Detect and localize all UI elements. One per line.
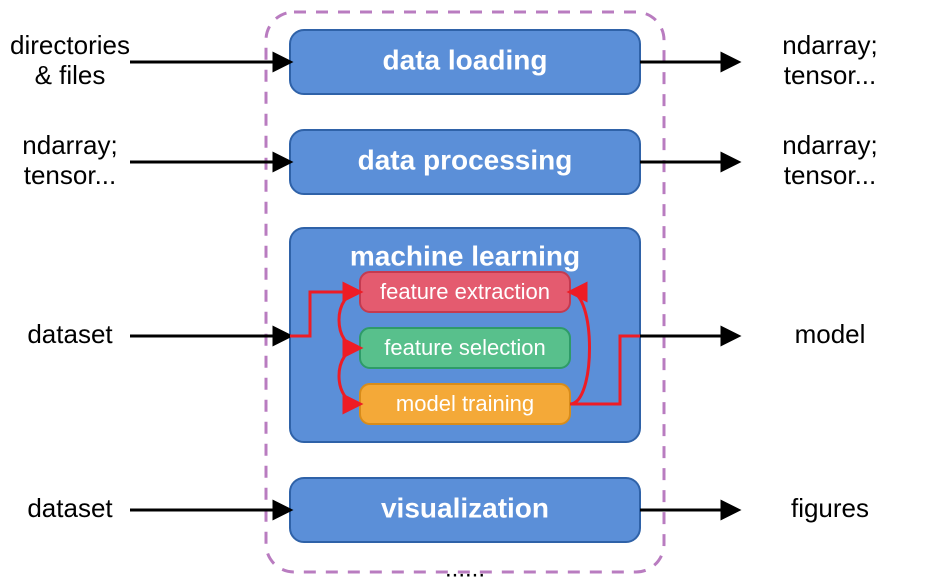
input-label-data-loading-line: & files [35, 60, 106, 90]
input-label-data-processing-line: ndarray; [22, 130, 117, 160]
input-label-data-loading-line: directories [10, 30, 130, 60]
output-label-visualization-line: figures [791, 493, 869, 523]
ellipsis: ...... [445, 555, 485, 582]
input-label-visualization: dataset [27, 493, 113, 523]
substage-label-feature-extraction: feature extraction [380, 279, 550, 304]
stage-label-data-processing: data processing [358, 144, 573, 175]
output-label-machine-learning: model [795, 319, 866, 349]
substage-label-feature-selection: feature selection [384, 335, 545, 360]
output-label-data-loading-line: ndarray; [782, 30, 877, 60]
input-label-data-loading: directories& files [10, 30, 130, 90]
stage-label-visualization: visualization [381, 492, 549, 523]
output-label-data-processing-line: ndarray; [782, 130, 877, 160]
input-label-machine-learning: dataset [27, 319, 113, 349]
stage-label-machine-learning: machine learning [350, 240, 580, 271]
input-label-data-processing: ndarray;tensor... [22, 130, 117, 190]
output-label-data-loading-line: tensor... [784, 60, 877, 90]
output-label-machine-learning-line: model [795, 319, 866, 349]
output-label-data-processing-line: tensor... [784, 160, 877, 190]
stage-label-data-loading: data loading [383, 44, 548, 75]
output-label-visualization: figures [791, 493, 869, 523]
output-label-data-processing: ndarray;tensor... [782, 130, 877, 190]
input-label-visualization-line: dataset [27, 493, 113, 523]
output-label-data-loading: ndarray;tensor... [782, 30, 877, 90]
input-label-data-processing-line: tensor... [24, 160, 117, 190]
input-label-machine-learning-line: dataset [27, 319, 113, 349]
substage-label-model-training: model training [396, 391, 534, 416]
